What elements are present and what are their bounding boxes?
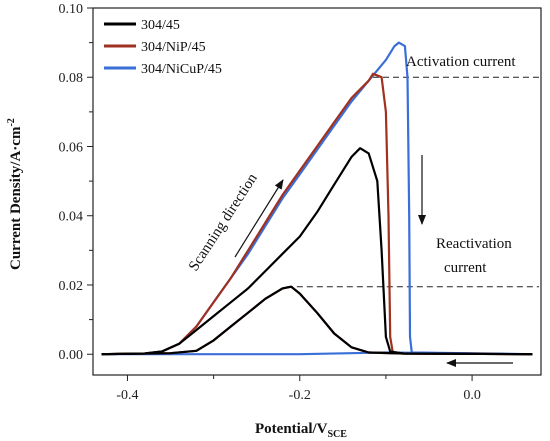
legend: 304/45 304/NiP/45 304/NiCuP/45 xyxy=(104,18,222,77)
y-tick-label: 0.02 xyxy=(59,279,84,294)
x-axis-title-main: Potential/V xyxy=(255,421,328,437)
direction-arrows xyxy=(234,155,513,367)
x-axis-title-sub: SCE xyxy=(328,429,348,440)
y-axis-title-sup: -2 xyxy=(6,118,17,126)
plot-frame xyxy=(92,7,542,376)
reactivation-label-line1: Reactivation xyxy=(436,236,512,252)
y-axis-title: Current Density/A·cm-2 xyxy=(6,118,24,270)
series-304-nip-45-reverse xyxy=(101,285,533,356)
legend-label-304-45: 304/45 xyxy=(141,18,180,33)
axis-ticks: -0.4 -0.2 0.0 0.00 0.02 0.04 0.06 0.08 0.10 xyxy=(59,2,481,403)
series-layer xyxy=(101,41,533,356)
y-tick-label: 0.04 xyxy=(59,210,84,225)
y-tick-label: 0.06 xyxy=(59,140,84,155)
scanning-direction-label: Scanning direction xyxy=(186,170,261,274)
y-tick-label: 0.08 xyxy=(59,71,84,86)
reference-lines xyxy=(286,76,539,288)
x-tick-label: 0.0 xyxy=(463,388,481,403)
legend-label-304-nicup-45: 304/NiCuP/45 xyxy=(141,62,222,77)
x-tick-label: -0.2 xyxy=(289,388,311,403)
series-304-45-reverse xyxy=(101,285,533,356)
series-304-45-forward xyxy=(101,147,533,356)
y-tick-label: 0.10 xyxy=(59,2,84,17)
x-axis-title: Potential/VSCE xyxy=(255,421,347,440)
series-304-nip-45-forward xyxy=(101,72,533,356)
activation-current-label: Activation current xyxy=(406,54,516,70)
plot-area xyxy=(92,7,542,376)
scanning-direction-arrow xyxy=(234,179,284,258)
y-axis-title-main: Current Density/A·cm xyxy=(8,126,24,270)
y-tick-label: 0.00 xyxy=(59,348,84,363)
series-304-nicup-45-forward xyxy=(101,41,533,356)
legend-label-304-nip-45: 304/NiP/45 xyxy=(141,40,206,55)
x-tick-label: -0.4 xyxy=(116,388,138,403)
reactivation-label-line2: current xyxy=(444,260,487,276)
